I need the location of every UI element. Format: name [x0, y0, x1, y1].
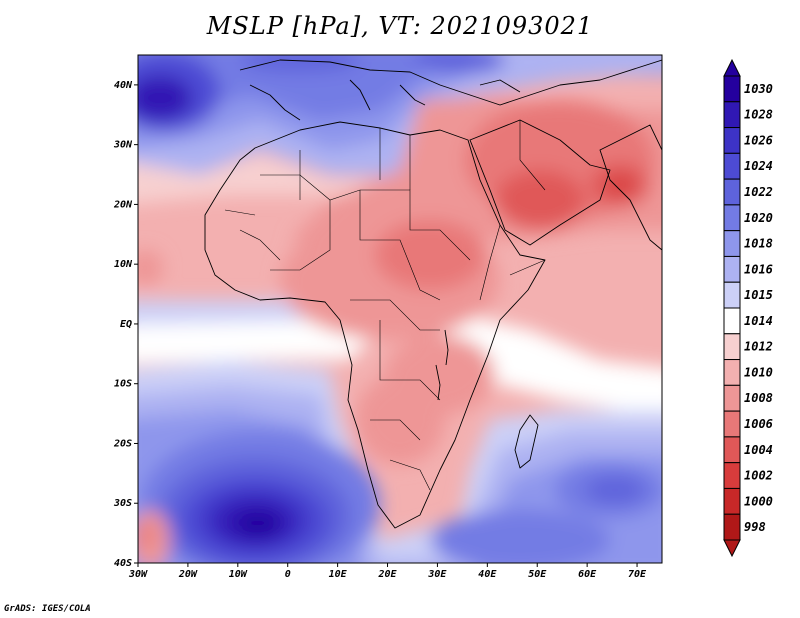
y-tick-label: 40N	[114, 80, 133, 91]
colorbar-label: 1024	[744, 159, 773, 173]
colorbar-swatch	[723, 101, 741, 129]
colorbar-label: 1028	[744, 108, 773, 122]
x-tick-label: 60E	[578, 569, 597, 580]
x-tick-label: 20E	[377, 569, 397, 580]
x-tick-label: 10E	[329, 569, 348, 580]
y-tick-label: 30N	[113, 140, 133, 151]
colorbar-bottom-arrow	[723, 539, 741, 558]
colorbar-label: 1006	[744, 417, 773, 431]
colorbar-label: 1015	[744, 288, 773, 302]
colorbar-swatch	[723, 178, 741, 206]
x-tick-label: 40E	[478, 569, 497, 580]
colorbar-label: 1022	[744, 185, 773, 199]
colorbar-swatch	[723, 410, 741, 438]
y-tick-label: 40S	[114, 558, 132, 569]
colorbar-swatch	[723, 333, 741, 361]
colorbar-label: 998	[744, 520, 766, 534]
colorbar-swatch	[723, 359, 741, 386]
x-tick-label: 70E	[628, 569, 647, 580]
colorbar-label: 1016	[744, 262, 773, 276]
x-tick-label: 0	[285, 569, 291, 580]
coastlines	[204, 59, 662, 529]
y-tick-label: 10S	[114, 379, 132, 390]
colorbar-swatch	[723, 152, 741, 180]
y-axis: 40S 30S 20S 10S EQ 10N 20N 30N 40N	[113, 80, 138, 569]
y-tick-label: EQ	[120, 319, 132, 330]
x-tick-label: 30W	[128, 569, 148, 580]
colorbar-label: 1026	[744, 133, 773, 147]
colorbar-swatch	[723, 75, 741, 103]
colorbar-swatch	[723, 307, 741, 335]
pressure-field	[138, 55, 662, 563]
colorbar: 1030 1028 1026 1024 1022 1020 1018 1016 1015 1014…	[723, 58, 773, 558]
colorbar-swatch	[723, 436, 741, 464]
country-borders	[224, 120, 546, 491]
colorbar-top-arrow	[723, 58, 741, 77]
y-tick-label: 10N	[114, 259, 133, 270]
colorbar-label: 1004	[744, 443, 773, 457]
colorbar-label: 1030	[744, 82, 773, 96]
colorbar-swatch	[723, 462, 741, 489]
colorbar-label: 1000	[744, 494, 773, 508]
colorbar-swatch	[723, 127, 741, 154]
colorbar-swatch	[723, 204, 741, 232]
colorbar-label: 1020	[744, 211, 773, 225]
y-tick-label: 30S	[113, 498, 132, 509]
colorbar-label: 1010	[744, 365, 773, 379]
colorbar-label: 1008	[744, 391, 773, 405]
grads-credit: GrADS: IGES/COLA	[4, 604, 91, 614]
x-tick-label: 50E	[528, 569, 547, 580]
colorbar-label: 1012	[744, 340, 773, 354]
x-axis: 30W 20W 10W 0 10E 20E 30E 40E 50E 60E 70E	[128, 563, 647, 580]
colorbar-label: 1014	[744, 314, 773, 328]
map-title: MSLP [hPa], VT: 2021093021	[206, 12, 594, 40]
colorbar-swatch	[723, 384, 741, 412]
colorbar-swatch	[723, 513, 741, 541]
colorbar-swatch	[723, 281, 741, 309]
colorbar-label: 1002	[744, 469, 773, 483]
y-tick-label: 20N	[113, 199, 133, 210]
x-tick-label: 10W	[229, 569, 248, 580]
x-tick-label: 30E	[427, 569, 447, 580]
colorbar-swatch	[723, 255, 741, 283]
y-tick-label: 20S	[113, 438, 132, 449]
colorbar-swatch	[723, 487, 741, 515]
colorbar-swatch	[723, 230, 741, 257]
x-tick-label: 20W	[178, 569, 198, 580]
colorbar-label: 1018	[744, 237, 773, 251]
plot-frame	[137, 54, 663, 564]
